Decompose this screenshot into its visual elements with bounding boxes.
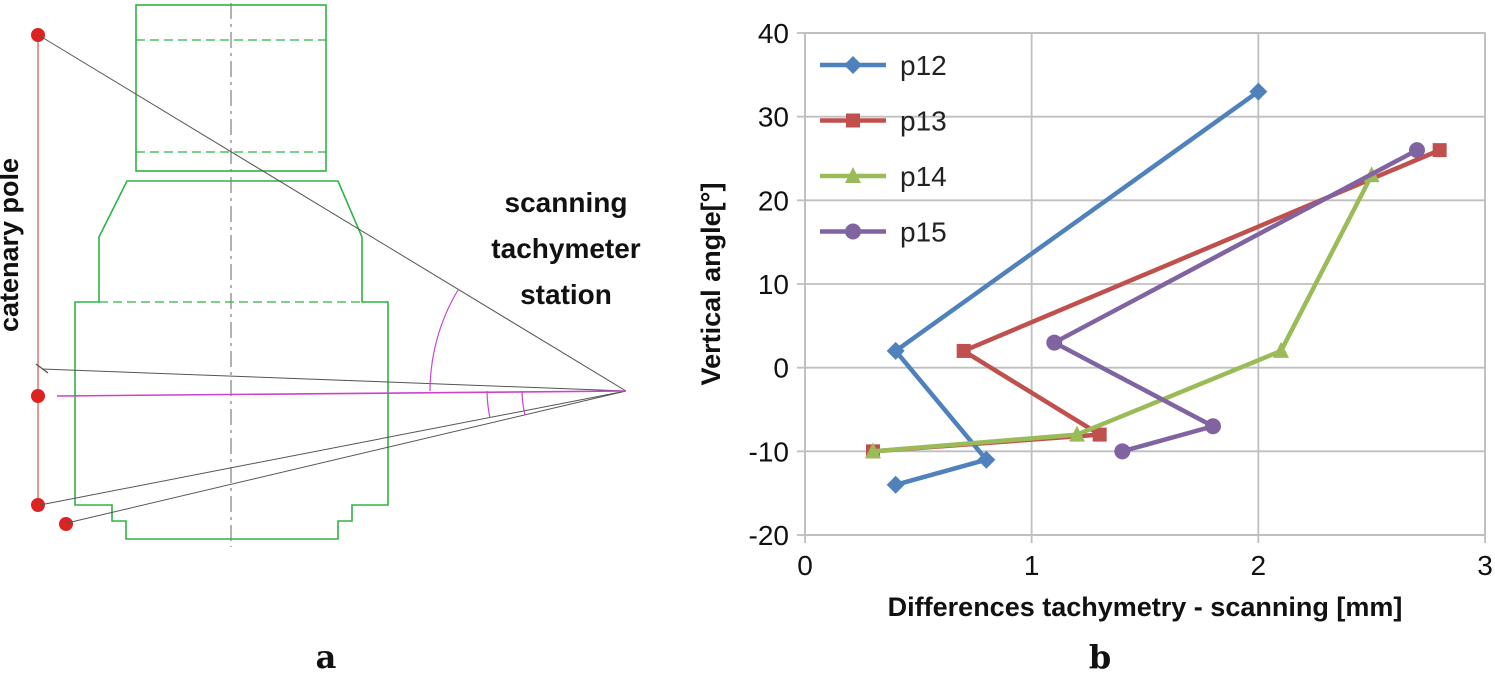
series-p13-point-2: [1092, 427, 1107, 442]
series-p15-point-1: [1046, 334, 1063, 351]
x-tick-label-2: 2: [1251, 550, 1267, 581]
station-label-line-2: tachymeter: [491, 233, 641, 264]
legend-p13-label: p13: [900, 106, 947, 137]
series-p12-point-2: [977, 450, 996, 469]
angle-arc-outer: [429, 289, 459, 392]
panel-a-diagram: catenary pole scanning tachymeter statio…: [0, 3, 641, 676]
chart-plot-area: -20 -10 0 10 20 30 40 0 1 2 3 p12 p13 p14 p15: [749, 18, 1493, 581]
legend-p12-label: p12: [900, 50, 947, 81]
legend-p15-marker: [845, 223, 861, 240]
x-axis-title: Differences tachymetry - scanning [mm]: [888, 592, 1403, 622]
panel-b-label: b: [1089, 638, 1111, 676]
legend-p15-label: p15: [900, 217, 947, 248]
vehicle-body-outline: [74, 180, 389, 540]
series-p13-point-0: [1432, 143, 1447, 158]
series-p15-point-2: [1205, 418, 1221, 435]
pole-target-bottom: [59, 517, 73, 531]
legend-p14-marker: [845, 167, 861, 183]
angle-arc-inner: [521, 390, 526, 416]
sight-ray-top: [39, 35, 627, 392]
series-p15-point-0: [1409, 142, 1425, 159]
vehicle-top-box: [135, 4, 327, 172]
sight-ray-lower: [39, 390, 627, 506]
y-tick-label--20: -20: [749, 520, 789, 551]
sight-ray-upper: [41, 368, 627, 392]
y-axis-title: Vertical angle[°]: [700, 183, 726, 386]
panel-a-label: a: [316, 638, 337, 676]
series-p14-point-2: [1069, 425, 1085, 442]
y-tick-label-30: 30: [758, 102, 789, 133]
y-tick-label-20: 20: [758, 185, 789, 216]
series-p13-point-1: [956, 343, 971, 358]
pole-target-lower: [31, 498, 45, 512]
station-label-line-1: scanning: [505, 187, 628, 218]
horizontal-sight-line: [56, 390, 627, 397]
pole-target-top: [31, 28, 45, 42]
series-p15-point-3: [1114, 443, 1131, 460]
y-tick-label-40: 40: [758, 18, 789, 49]
legend-p13-marker: [846, 113, 860, 128]
sight-ray-upper-tick: [35, 363, 49, 374]
legend-p12-marker: [844, 56, 862, 74]
series-p13-line: [870, 147, 1442, 454]
sight-ray-bottom: [66, 390, 627, 524]
y-tick-label-0: 0: [773, 353, 789, 384]
x-tick-label-3: 3: [1477, 550, 1493, 581]
series-p12-point-1: [886, 341, 905, 360]
pole-target-middle: [31, 389, 45, 403]
panel-b-chart: -20 -10 0 10 20 30 40 0 1 2 3 p12 p13 p14 p15 Vertical…: [700, 18, 1493, 676]
series-p14-line: [870, 172, 1374, 454]
y-tick-label-10: 10: [758, 269, 789, 300]
series-p14-point-3: [865, 442, 881, 459]
series-p12-point-3: [886, 475, 905, 494]
x-tick-label-0: 0: [797, 550, 813, 581]
angle-arc-middle: [486, 390, 491, 419]
series-p14-point-1: [1273, 341, 1289, 358]
series-p12-point-0: [1249, 82, 1268, 101]
series-p12-line: [893, 89, 1261, 488]
legend-p14-label: p14: [900, 161, 947, 192]
series-p15-line: [1052, 147, 1420, 454]
x-tick-label-1: 1: [1024, 550, 1040, 581]
catenary-pole-label: catenary pole: [0, 158, 24, 332]
station-label-line-3: station: [520, 279, 612, 310]
y-tick-label--10: -10: [749, 436, 789, 467]
